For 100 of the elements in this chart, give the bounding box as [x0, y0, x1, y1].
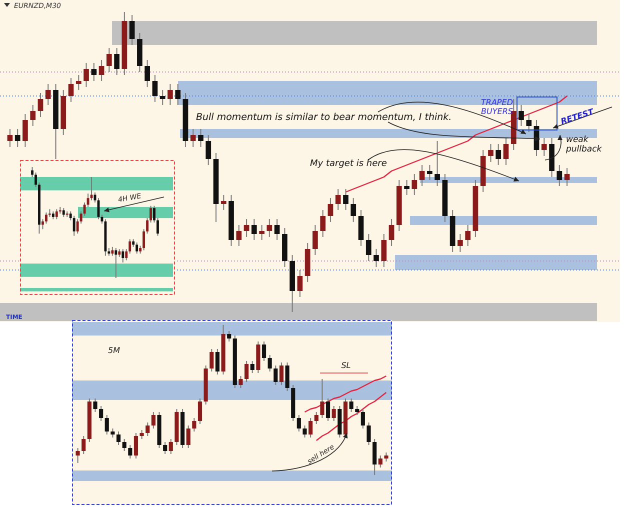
candlestick [84, 62, 89, 88]
candlestick [262, 341, 266, 362]
candlestick [374, 248, 379, 268]
candlestick [220, 194, 226, 210]
candlestick [314, 412, 318, 424]
candlestick [114, 248, 118, 278]
candlestick [372, 438, 377, 476]
candlestick [55, 208, 58, 220]
candlestick [564, 168, 570, 186]
candlestick [160, 90, 166, 106]
candlestick [198, 398, 202, 424]
candlestick [320, 378, 324, 418]
candlestick [251, 218, 257, 240]
candlestick [349, 398, 354, 412]
candlestick [210, 348, 214, 372]
candlestick [343, 188, 348, 210]
candlestick [98, 60, 104, 82]
candlestick [7, 128, 13, 148]
candlestick [308, 418, 313, 438]
candlestick [518, 104, 524, 126]
candlestick [366, 422, 371, 446]
annotation: 5M [108, 346, 120, 355]
candlestick [458, 234, 463, 252]
candlestick [328, 198, 334, 222]
candlestick [404, 180, 410, 196]
candlestick [412, 174, 418, 196]
candlestick [14, 128, 20, 148]
candlestick [30, 104, 36, 126]
candlestick [465, 224, 471, 246]
candlestick [82, 436, 86, 454]
candlestick [244, 360, 249, 382]
candlestick [274, 365, 278, 386]
candlestick [279, 362, 284, 386]
candlestick [168, 438, 173, 454]
candlestick [146, 422, 150, 436]
candlestick [320, 210, 326, 238]
annotation: TRAPED BUYERS [481, 98, 513, 116]
candlestick [350, 198, 356, 222]
candlestick [168, 84, 173, 106]
candlestick [129, 14, 135, 46]
candlestick [122, 248, 124, 263]
candlestick [198, 128, 204, 148]
candlestick [186, 425, 190, 448]
candlestick [68, 78, 74, 102]
candlestick [76, 74, 82, 90]
candlestick [381, 234, 387, 268]
ref-line-label: SL [341, 361, 351, 370]
candlestick [297, 270, 303, 298]
candlestick [104, 414, 109, 435]
candlestick [526, 114, 532, 132]
candlestick [378, 455, 382, 468]
candlestick [116, 431, 121, 446]
candlestick [44, 212, 48, 224]
candlestick [302, 425, 307, 438]
candlestick [250, 360, 254, 374]
candlestick [496, 144, 502, 166]
candlestick [360, 408, 365, 429]
candlestick [76, 448, 80, 464]
candlestick [134, 432, 138, 459]
candlestick [48, 208, 51, 218]
candlestick [503, 138, 509, 166]
annotation: Bull momentum is similar to bear momentum, I think. [196, 112, 452, 123]
candlestick [556, 164, 562, 186]
candlestick [488, 144, 494, 162]
candlestick [419, 164, 425, 186]
candlestick [358, 210, 364, 246]
candlestick [38, 92, 44, 118]
candlestick [326, 398, 330, 422]
candlestick [93, 398, 98, 412]
candlestick [236, 224, 242, 246]
candlestick [434, 140, 440, 186]
candlestick [427, 164, 432, 180]
candlestick [206, 134, 212, 166]
candlestick [45, 84, 51, 106]
candlestick [22, 114, 28, 148]
candlestick [238, 376, 243, 388]
candlestick [163, 442, 168, 454]
candlestick [106, 48, 112, 72]
candlestick [215, 348, 220, 375]
candlestick [244, 218, 250, 238]
candlestick [114, 48, 120, 76]
candlestick [541, 138, 547, 156]
candlestick [332, 406, 336, 422]
candlestick [175, 84, 181, 106]
candlestick [192, 418, 196, 432]
candlestick [128, 444, 132, 459]
candlestick [99, 406, 104, 422]
candlestick [274, 218, 280, 240]
candlestick [266, 218, 272, 238]
candlestick [227, 330, 232, 342]
candlestick [312, 224, 318, 256]
annotation: weak pullback [565, 135, 603, 154]
candlestick [91, 62, 97, 82]
candlestick [144, 60, 150, 88]
candlestick [388, 218, 394, 246]
candlestick [72, 215, 76, 236]
candlestick [136, 242, 138, 254]
candlestick [296, 414, 301, 432]
candlestick [366, 234, 372, 262]
candlestick [335, 188, 341, 210]
